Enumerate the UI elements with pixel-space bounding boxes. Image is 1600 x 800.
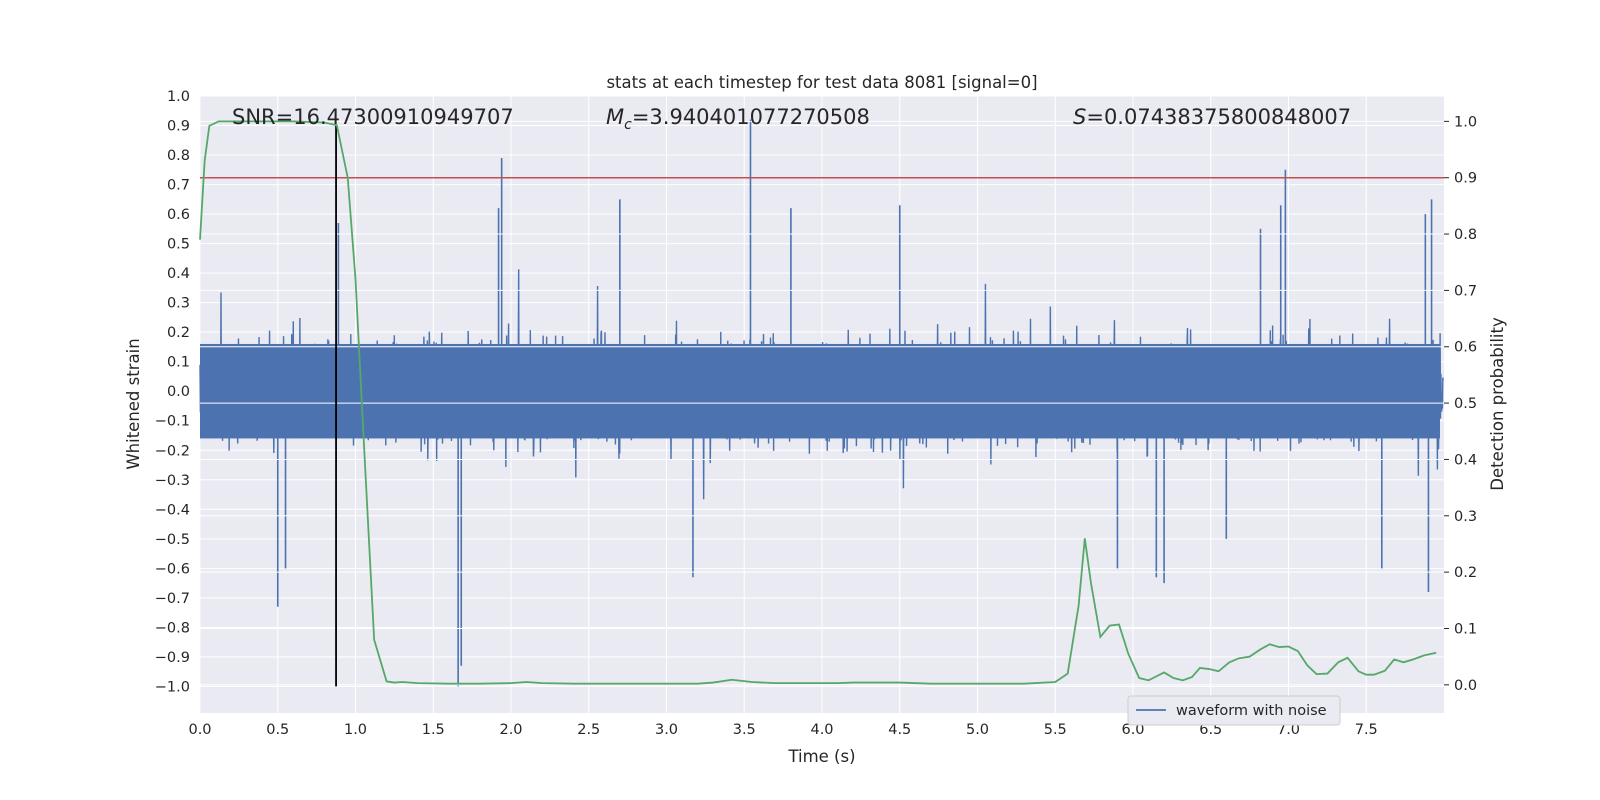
x-tick-label: 4.0 [810, 722, 833, 738]
annotation-mc-value: =3.940401077270508 [632, 105, 870, 129]
x-axis-ticks: 0.0 0.5 1.0 1.5 2.0 2.5 3.0 3.5 4.0 4.5 5.0 5.5 6.0 6… [188, 722, 1377, 738]
y-axis-label-left: Whitened strain [124, 338, 143, 469]
y-left-tick-label: 0.5 [167, 237, 190, 253]
probability-line [199, 120, 1437, 685]
legend-box [1127, 695, 1341, 726]
x-tick-label: 1.5 [422, 722, 445, 738]
y-right-tick-label: 0.3 [1454, 509, 1477, 525]
annotation-s-symbol: S [1073, 105, 1086, 129]
y-left-tick-label: 0.7 [167, 178, 190, 194]
x-tick-label: 5.0 [966, 722, 989, 738]
y-right-tick-label: 0.8 [1454, 227, 1477, 243]
y-left-tick-label: 0.6 [167, 207, 190, 223]
y-right-tick-label: 0.2 [1454, 565, 1477, 581]
y-left-tick-label: −0.8 [155, 620, 190, 636]
y-left-tick-label: 1.0 [167, 89, 190, 105]
y-right-ticks: 1.0 0.9 0.8 0.7 0.6 0.5 0.4 0.3 0.2 0.1 0.0 [1444, 114, 1477, 694]
legend-label: waveform with noise [1176, 703, 1327, 719]
x-tick-label: 7.5 [1355, 722, 1378, 738]
y-left-tick-label: 0.4 [167, 266, 190, 282]
x-tick-label: 1.0 [344, 722, 367, 738]
y-left-tick-label: −0.9 [155, 650, 190, 666]
x-tick-label: 6.5 [1199, 722, 1222, 738]
y-left-tick-label: 0.1 [167, 355, 190, 371]
x-tick-label: 2.0 [499, 722, 522, 738]
y-axis-label-right: Detection probability [1488, 317, 1507, 491]
y-left-tick-label: 0.9 [167, 119, 190, 135]
y-left-tick-label: 0.2 [167, 325, 190, 341]
y-left-tick-label: −0.7 [155, 591, 190, 607]
y-left-tick-label: 0.8 [167, 148, 190, 164]
x-tick-label: 7.0 [1277, 722, 1300, 738]
legend: waveform with noise [1127, 695, 1341, 726]
y-left-ticks: 1.0 0.9 0.8 0.7 0.6 0.5 0.4 0.3 0.2 0.1 0.0 −0.1 −0.… [155, 89, 190, 695]
y-left-tick-label: −0.2 [155, 443, 190, 459]
annotation-mc-sub: c [624, 117, 632, 133]
x-tick-label: 0.0 [188, 722, 211, 738]
x-tick-label: 6.0 [1121, 722, 1144, 738]
x-tick-label: 3.5 [733, 722, 756, 738]
waveform-series [199, 119, 1444, 687]
annotation-mc: Mc=3.940401077270508 [606, 105, 870, 133]
y-right-tick-label: 0.0 [1454, 678, 1477, 694]
y-left-tick-label: −1.0 [155, 679, 190, 695]
chart-title: stats at each timestep for test data 808… [606, 73, 1037, 92]
x-tick-label: 3.0 [655, 722, 678, 738]
y-left-tick-label: 0.3 [167, 296, 190, 312]
annotation-s-value: =0.07438375800848007 [1086, 105, 1351, 129]
y-right-tick-label: 1.0 [1454, 114, 1477, 130]
waveform-band [200, 343, 1440, 439]
x-tick-label: 0.5 [266, 722, 289, 738]
y-right-tick-label: 0.1 [1454, 621, 1477, 637]
probability-series [199, 120, 1437, 685]
x-tick-label: 5.5 [1044, 722, 1067, 738]
y-left-tick-label: −0.4 [155, 502, 190, 518]
y-left-tick-label: −0.3 [155, 473, 190, 489]
y-right-tick-label: 0.4 [1454, 452, 1477, 468]
y-left-tick-label: 0.0 [167, 384, 190, 400]
annotation-s: S=0.07438375800848007 [1073, 105, 1351, 129]
y-right-tick-label: 0.6 [1454, 340, 1477, 356]
y-right-tick-label: 0.9 [1454, 171, 1477, 187]
x-tick-label: 4.5 [888, 722, 911, 738]
y-left-tick-label: −0.5 [155, 532, 190, 548]
y-left-tick-label: −0.6 [155, 561, 190, 577]
annotation-mc-symbol: M [606, 105, 624, 129]
annotation-snr: SNR=16.47300910949707 [232, 105, 514, 129]
x-axis-label: Time (s) [787, 747, 855, 766]
x-tick-label: 2.5 [577, 722, 600, 738]
y-right-tick-label: 0.5 [1454, 396, 1477, 412]
y-right-tick-label: 0.7 [1454, 283, 1477, 299]
y-left-tick-label: −0.1 [155, 414, 190, 430]
